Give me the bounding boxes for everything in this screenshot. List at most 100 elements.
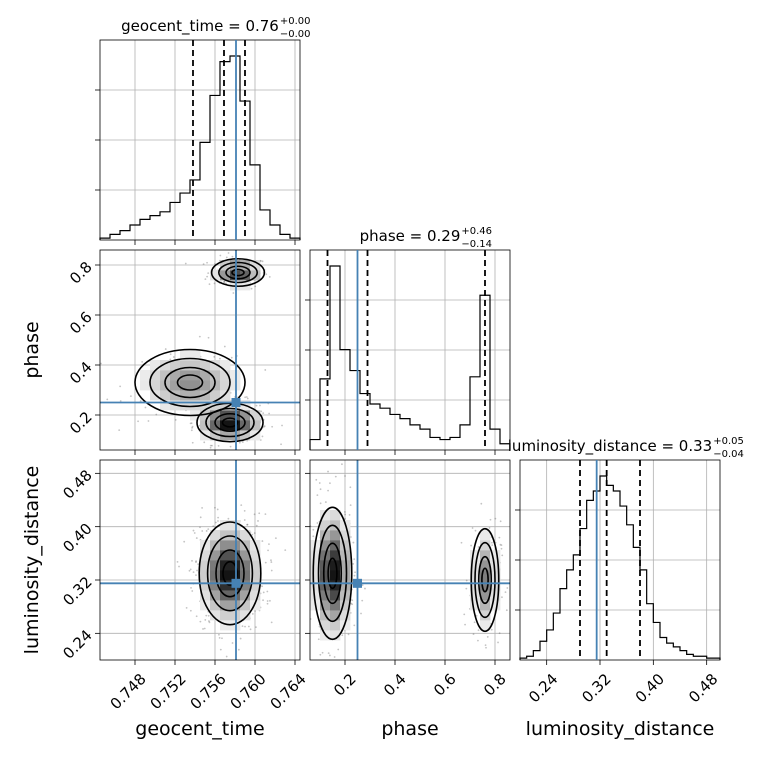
sample-point <box>486 636 489 638</box>
density-cell <box>180 390 191 401</box>
sample-point <box>490 541 493 544</box>
sample-point <box>318 625 321 628</box>
sample-point <box>471 527 474 529</box>
sample-point <box>199 526 201 529</box>
sample-point <box>327 489 329 492</box>
sample-point <box>305 607 307 609</box>
sample-point <box>262 599 264 602</box>
density-cell <box>470 550 481 561</box>
sample-point <box>261 585 264 588</box>
sample-point <box>261 540 264 542</box>
sample-point <box>318 682 320 684</box>
sample-point <box>213 355 216 358</box>
density-cell <box>170 380 181 391</box>
density-cell <box>200 370 211 381</box>
density-cell <box>340 530 351 541</box>
density-cell <box>200 570 211 581</box>
sample-point <box>184 262 187 265</box>
sample-point <box>205 530 208 532</box>
density-cell <box>340 560 351 571</box>
panel-title: luminosity_distance = 0.33 <box>508 437 712 456</box>
sample-point <box>219 254 222 257</box>
sample-point <box>225 256 228 259</box>
sample-point <box>189 422 192 425</box>
sample-point <box>204 278 207 280</box>
sample-point <box>176 560 179 563</box>
sample-point <box>262 591 265 594</box>
density-cell <box>320 510 331 521</box>
sample-point <box>317 678 319 680</box>
sample-point <box>281 424 283 427</box>
density-cell <box>170 360 181 371</box>
density-cell <box>310 570 321 581</box>
sample-point <box>331 662 333 664</box>
sample-point <box>352 541 355 544</box>
density-cell <box>210 550 221 561</box>
sample-point <box>232 292 235 294</box>
sample-point <box>351 599 354 602</box>
density-cell <box>220 370 231 381</box>
density-cell <box>250 550 261 561</box>
sample-point <box>351 603 354 606</box>
density-cell <box>160 370 171 381</box>
density-cell <box>200 420 211 431</box>
density-cell <box>340 580 351 591</box>
tick-label-y: 0.48 <box>59 466 95 502</box>
tick-label-y: 0.24 <box>59 626 95 662</box>
sample-point <box>211 444 213 447</box>
density-cell <box>330 630 341 641</box>
y-axis-label-luminosity_distance: luminosity_distance <box>21 466 43 655</box>
density-cell <box>340 540 351 551</box>
sample-point <box>191 559 193 562</box>
sample-point <box>218 636 221 639</box>
density-cell <box>210 410 221 421</box>
sample-point <box>360 612 362 615</box>
sample-point <box>106 398 109 401</box>
sample-point <box>501 596 503 599</box>
sample-point <box>199 620 202 623</box>
density-cell <box>320 600 331 611</box>
sample-point <box>208 621 211 624</box>
sample-point <box>348 513 351 516</box>
sample-point <box>499 543 502 546</box>
sample-point <box>274 537 277 540</box>
axes-frame <box>309 459 511 661</box>
sample-point <box>240 504 243 507</box>
tick-label-x: 0.756 <box>187 670 230 713</box>
sample-point <box>494 517 497 520</box>
sample-point <box>261 260 264 263</box>
sample-point <box>327 470 329 473</box>
scatter-panel-luminosity_distance-vs-phase: 0.2 0.4 0.6 0.8 <box>305 459 511 700</box>
contour-line <box>470 527 500 633</box>
sample-point <box>169 358 172 361</box>
contour-line <box>176 374 204 391</box>
sample-point <box>319 488 322 491</box>
sample-point <box>198 335 201 338</box>
density-cell <box>310 580 321 591</box>
sample-point <box>350 602 353 605</box>
density-cell <box>240 610 251 621</box>
sample-point <box>190 429 193 432</box>
hist-panel-geocent_time <box>95 39 301 245</box>
density-cell <box>240 600 251 611</box>
sample-point <box>207 614 210 617</box>
sample-point <box>201 506 203 509</box>
sample-point <box>505 609 508 612</box>
density-cell <box>220 430 231 441</box>
x-axis-label-phase: phase <box>381 718 438 740</box>
sample-point <box>172 356 175 358</box>
density-cell <box>220 380 231 391</box>
density-cell <box>490 550 501 561</box>
density-cell <box>320 560 331 571</box>
contour-line <box>221 417 239 428</box>
sample-point <box>206 275 209 278</box>
sample-point <box>201 530 204 532</box>
sample-point <box>305 575 307 577</box>
sample-point <box>329 482 331 485</box>
sample-point <box>499 520 502 523</box>
sample-point <box>465 587 468 590</box>
sample-point <box>259 404 261 407</box>
density-cell <box>220 400 231 411</box>
density-cell <box>340 570 351 581</box>
sample-point <box>192 571 195 574</box>
